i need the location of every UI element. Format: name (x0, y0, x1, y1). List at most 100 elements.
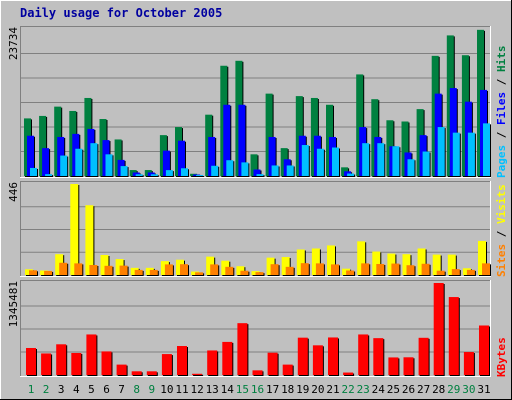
day-label: 21 (326, 383, 339, 396)
day-label: 31 (477, 383, 490, 396)
visits-bar (357, 241, 366, 275)
day-label: 7 (118, 383, 125, 396)
day-label: 16 (251, 383, 264, 396)
kbytes-bar-shadow (193, 374, 204, 376)
kbytes-bar (56, 344, 67, 375)
kbytes-bar (207, 350, 218, 375)
day-label: 27 (417, 383, 430, 396)
hits-bar (356, 74, 364, 176)
pages-bar (452, 132, 460, 176)
legend-visits: Visits (495, 184, 508, 224)
pages-bar (301, 145, 309, 176)
sites-bar (346, 270, 355, 275)
sites-bar (451, 269, 460, 275)
sites-bar (376, 263, 385, 275)
kbytes-bar (358, 334, 369, 375)
day-label: 28 (432, 383, 445, 396)
kbytes-bar (192, 373, 203, 375)
pages-bar (467, 132, 475, 176)
visits-bar (417, 248, 426, 275)
sites-bar (119, 265, 128, 275)
kbytes-bar (267, 352, 278, 375)
gridlines (21, 53, 490, 353)
bars-kbytes (26, 283, 490, 376)
sites-bar (29, 270, 37, 275)
pages-bar (422, 151, 430, 176)
sites-bar (59, 262, 68, 275)
sites-bar (300, 263, 309, 275)
visits-bar (372, 251, 381, 275)
day-label: 19 (296, 383, 309, 396)
day-label: 4 (73, 383, 80, 396)
files-bar (147, 172, 155, 176)
kbytes-bar (388, 357, 399, 375)
day-label: 17 (266, 383, 279, 396)
files-bar (208, 136, 216, 176)
sites-bar (89, 265, 98, 275)
kbytes-bar (237, 323, 248, 375)
pages-bar (332, 147, 339, 176)
sites-bar (391, 263, 400, 275)
pages-bar (135, 174, 143, 176)
sites-bar (315, 263, 324, 275)
day-label: 23 (357, 383, 370, 396)
sites-bar (104, 265, 113, 275)
files-bar (162, 150, 170, 176)
kbytes-bar (131, 371, 142, 375)
pages-bar (407, 159, 415, 176)
bars-visits-sites (25, 184, 491, 276)
legend-separator: / (495, 72, 508, 92)
visits-bar (236, 266, 245, 275)
legend-hits: Hits (495, 46, 508, 73)
files-bar (223, 104, 231, 176)
kbytes-bar (161, 354, 172, 375)
files-bar (42, 148, 50, 176)
pages-bar (316, 148, 324, 176)
panel-frame-visits (20, 181, 491, 277)
visits-legend: Sites / Visits (495, 184, 508, 277)
pages-bar (120, 166, 128, 176)
kbytes-bar (373, 338, 384, 375)
sites-bar (270, 264, 279, 275)
kbytes-bar (479, 325, 489, 375)
day-label: 14 (221, 383, 235, 396)
kbytes-bar (297, 337, 308, 375)
day-label: 26 (402, 383, 415, 396)
pages-bar (150, 174, 158, 176)
bars-hits-files-pages (24, 29, 491, 177)
visits-ymax-label: 446 (7, 182, 20, 202)
sites-bar (74, 263, 83, 275)
sites-bar (436, 270, 445, 275)
pages-bar (211, 165, 219, 176)
sites-bar (406, 265, 415, 275)
kbytes-bar (222, 341, 233, 375)
pages-bar-shadow (257, 175, 265, 177)
sites-bar (149, 269, 158, 275)
day-label: 15 (236, 383, 249, 396)
files-bar (449, 88, 457, 176)
sites-bar (285, 266, 294, 275)
day-label: 6 (103, 383, 110, 396)
sites-bar (134, 269, 143, 275)
pages-bar (181, 168, 188, 176)
visits-bar (85, 205, 94, 275)
kbytes-bar (177, 346, 187, 375)
pages-bar (347, 173, 355, 176)
pages-bar (241, 162, 249, 176)
kbytes-bar (312, 345, 323, 375)
pages-bar (226, 160, 234, 176)
sites-bar (466, 269, 475, 275)
pages-bar (377, 143, 385, 176)
pages-bar-shadow (46, 175, 54, 177)
pages-bar-shadow (151, 175, 159, 177)
sites-bar (482, 263, 490, 275)
pages-bar (483, 123, 490, 176)
pages-bar (30, 167, 37, 176)
x-axis-day-labels: 1 2 3 4 5 6 7 8 9 10 11 12 13 14 15 16 17 18 19 20 21 22 23 24 2… (28, 383, 491, 396)
hits-ymax-label: 23734 (7, 27, 20, 60)
day-label: 5 (88, 383, 95, 396)
kbytes-ymax-label: 1345481 (7, 281, 20, 327)
pages-bar (392, 146, 400, 176)
